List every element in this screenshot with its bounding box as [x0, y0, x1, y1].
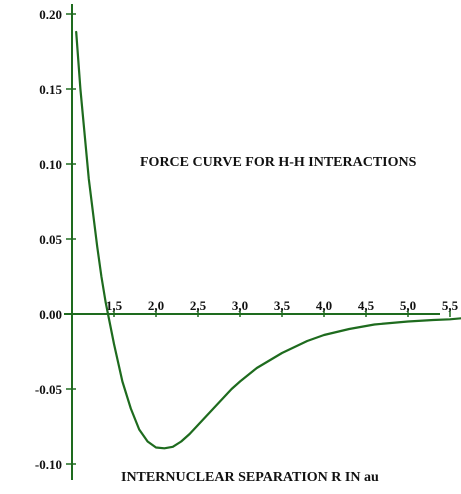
x-tick-label: 5,5: [442, 298, 459, 313]
y-tick-label: 0.20: [39, 7, 62, 22]
axes-layer: [64, 4, 440, 480]
x-tick-label: 2,5: [190, 298, 207, 313]
x-tick-label: 3,0: [232, 298, 248, 313]
y-tick-label: 0.10: [39, 157, 62, 172]
x-tick-label: 5,0: [400, 298, 416, 313]
x-tick-label: 1,5: [106, 298, 123, 313]
y-ticks-layer: 0.20 0.15 0.10 0.05 0.00 -0.05 -0.10: [35, 7, 76, 472]
y-tick-label: -0.10: [35, 457, 62, 472]
y-tick-label: -0.05: [35, 382, 63, 397]
y-tick-label: 0.00: [39, 307, 62, 322]
x-axis-label: INTERNUCLEAR SEPARATION R IN au: [121, 470, 379, 485]
chart-title: FORCE CURVE FOR H-H INTERACTIONS: [140, 155, 417, 170]
x-tick-label: 4,5: [358, 298, 375, 313]
y-tick-label: 0.15: [39, 82, 62, 97]
x-tick-label: 4,0: [316, 298, 332, 313]
force-curve-line: [75, 30, 461, 450]
series-layer: [75, 30, 461, 450]
x-ticks-layer: 1,52,02,53,03,54,04,55,05,56,0: [106, 298, 459, 317]
y-tick-label: 0.05: [39, 232, 62, 247]
x-tick-label: 2,0: [148, 298, 164, 313]
x-tick-label: 3,5: [274, 298, 291, 313]
